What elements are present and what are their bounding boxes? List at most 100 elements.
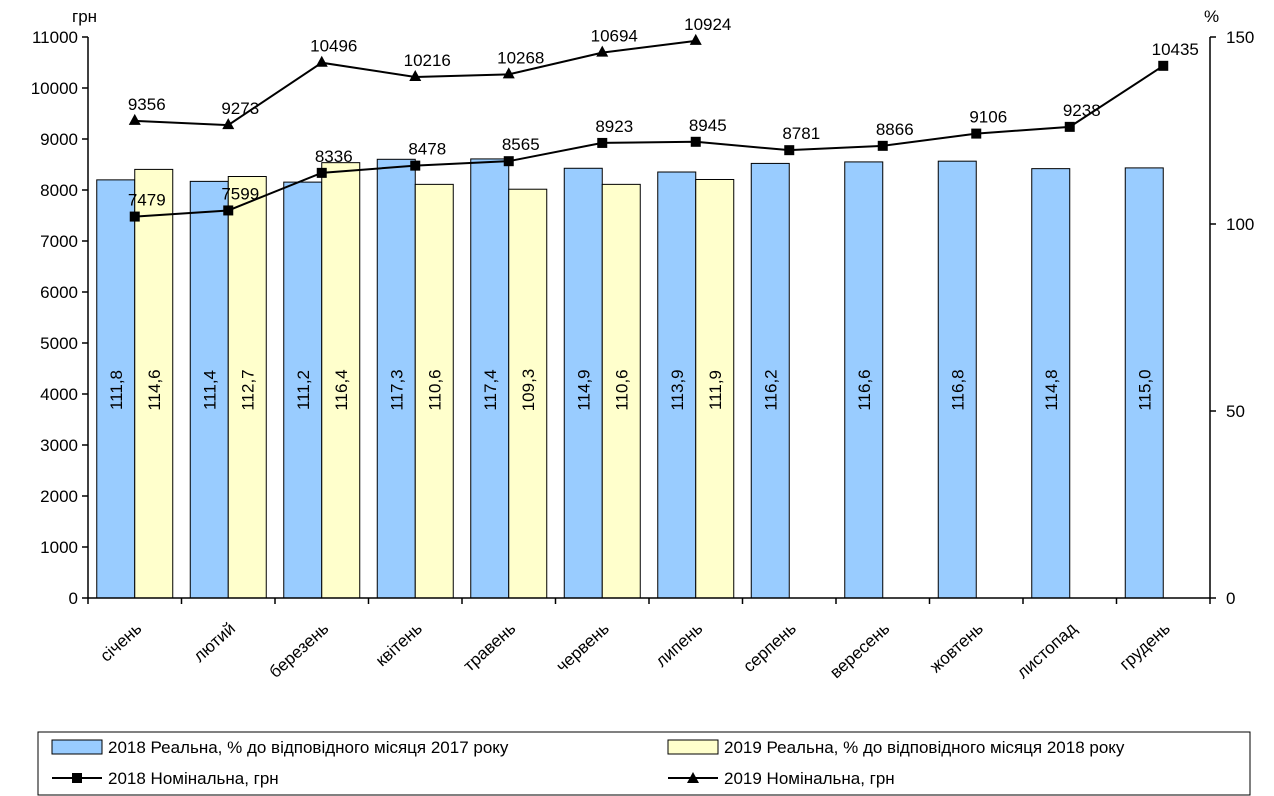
point-marker-triangle [502,67,515,79]
point-marker-triangle [689,33,702,45]
left-axis-unit: грн [72,7,97,26]
right-tick-label: 150 [1226,28,1254,47]
bar-2018 [470,158,510,599]
bar-2018 [96,179,136,599]
point-value-label: 9356 [128,95,166,114]
point-value-label: 8565 [502,135,540,154]
point-marker-triangle [596,45,609,57]
bar-2018 [844,161,884,599]
bar-2019 [414,183,454,599]
point-marker-triangle [222,118,235,130]
left-tick-label: 7000 [40,232,78,251]
bar-value-label: 111,8 [107,370,126,410]
bar-2018 [750,162,790,599]
bar-2019 [601,183,641,599]
point-marker-square [1158,60,1169,71]
x-axis-label: квітень [372,619,426,670]
point-marker-square [316,167,327,178]
x-axis-label: травень [460,619,520,676]
point-value-label: 10216 [404,51,451,70]
legend-label-2019-real: 2019 Реальна, % до відповідного місяця 2… [724,738,1125,757]
point-marker-square [129,211,140,222]
left-tick-label: 1000 [40,538,78,557]
point-value-label: 8945 [689,116,727,135]
point-value-label: 9273 [221,99,259,118]
point-marker-square [1064,121,1075,132]
right-tick-label: 100 [1226,215,1254,234]
point-marker-triangle [409,69,422,81]
x-axis-label: грудень [1116,619,1174,674]
bar-value-label: 116,8 [948,369,967,410]
right-tick-label: 0 [1226,589,1235,608]
bars-2019-real-series: 114,6 112,7 116,4 110,6 109,3 110,6 111,9 [134,162,735,599]
bar-value-label: 117,3 [387,369,406,410]
point-value-label: 10496 [310,37,357,56]
bar-2018 [283,181,323,599]
point-marker-square [410,160,421,171]
left-tick-label: 4000 [40,385,78,404]
point-marker-square [690,136,701,147]
point-value-label: 8866 [876,120,914,139]
legend-swatch-2019-real [667,739,719,755]
bars-2018-real-series: 111,8 111,4 111,2 117,3 117,4 114,9 113,9 116,2… [96,158,1164,599]
legend-marker-2018-nominal [72,773,82,783]
bar-value-label: 114,6 [145,369,164,410]
bar-value-label: 116,4 [332,369,351,410]
point-marker-square [503,156,514,167]
point-value-label: 10268 [497,48,544,67]
legend-label-2019-nominal: 2019 Номінальна, грн [724,769,895,788]
legend-box [37,731,1251,796]
left-tick-label: 2000 [40,487,78,506]
point-marker-square [597,137,608,148]
point-value-label: 9106 [969,108,1007,127]
bar-2018 [657,171,697,599]
point-value-label: 9238 [1063,101,1101,120]
x-axis-ticks [87,598,1211,604]
left-tick-label: 11000 [32,28,78,47]
bar-value-label: 109,3 [519,369,538,412]
legend-label-2018-nominal: 2018 Номінальна, грн [108,769,279,788]
bar-value-label: 115,0 [1135,369,1154,410]
legend-label-2018-real: 2018 Реальна, % до відповідного місяця 2… [108,738,509,757]
chart-legend: 2018 Реальна, % до відповідного місяця 2… [37,731,1251,796]
left-tick-label: 0 [69,589,78,608]
x-axis-label: червень [552,619,613,676]
bar-value-label: 111,9 [706,370,725,410]
bar-2019 [134,168,174,599]
bar-2018 [937,160,977,599]
bar-value-label: 116,6 [855,369,874,410]
bar-2019 [321,162,361,599]
bar-value-label: 116,2 [761,369,780,410]
point-marker-triangle [315,55,328,67]
bar-value-label: 112,7 [238,369,257,410]
bar-2019 [227,176,267,599]
x-axis-label: січень [96,619,145,666]
point-value-label: 10694 [591,27,638,46]
point-value-label: 7479 [128,191,166,210]
right-axis-unit: % [1204,7,1219,26]
bar-2018 [376,158,416,599]
line-2019-nominal-series: 9356 9273 10496 10216 10268 10694 10924 [128,15,731,130]
point-value-label: 8781 [782,124,820,143]
right-axis-ticks: 0 50 100 150 [1210,28,1254,608]
legend-swatch-2018-real [51,739,103,755]
x-axis-labels: січень лютий березень квітень травень червень… [96,619,1174,682]
point-marker-square [971,128,982,139]
left-tick-label: 10000 [31,79,78,98]
point-value-label: 10924 [684,15,731,34]
x-axis-label: листопад [1013,619,1080,682]
point-value-label: 8336 [315,147,353,166]
bar-value-label: 110,6 [425,369,444,410]
bar-value-label: 111,2 [294,370,313,410]
point-marker-triangle [128,113,141,125]
x-axis-label: вересень [826,619,893,682]
x-axis-label: жовтень [926,619,987,677]
bar-value-label: 114,8 [1042,369,1061,410]
bar-value-label: 114,9 [574,369,593,410]
bar-value-label: 117,4 [481,369,500,410]
right-tick-label: 50 [1226,402,1245,421]
x-axis-label: березень [266,619,333,682]
bar-2019 [695,178,735,599]
point-value-label: 7599 [221,184,259,203]
